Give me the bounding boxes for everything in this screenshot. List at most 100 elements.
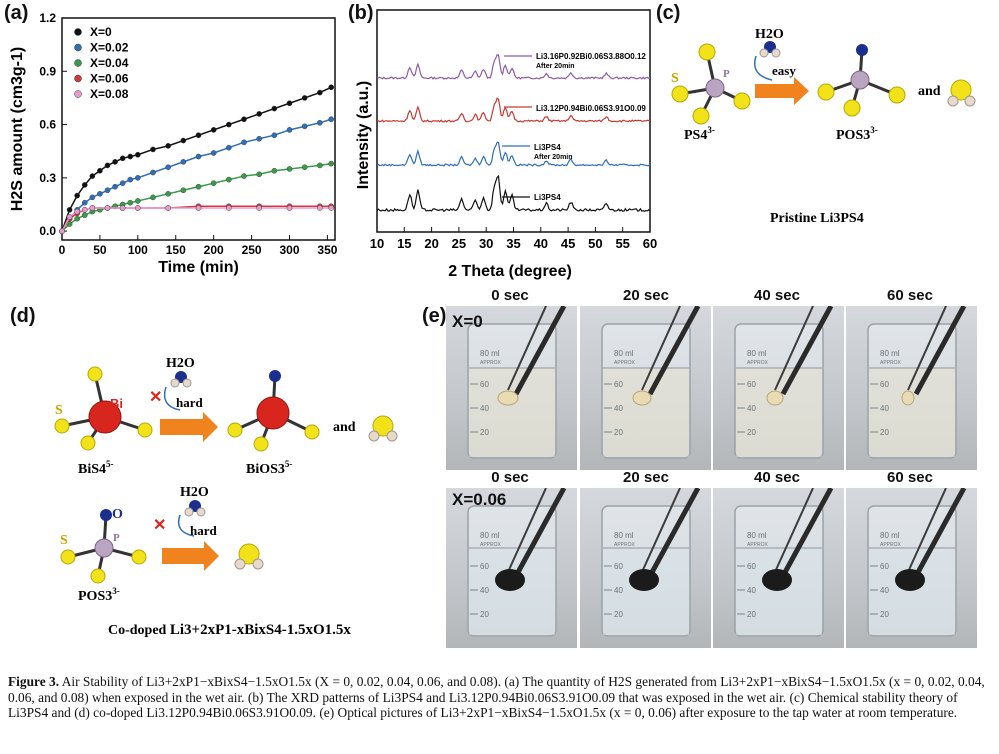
data-point-a-0-19 — [271, 105, 278, 112]
water-label-d-bottom: H2O — [180, 485, 209, 500]
cross-mark-top: ✕ — [149, 389, 162, 406]
curved-arrow-c — [754, 55, 773, 81]
data-point-a-1-16 — [226, 144, 232, 151]
data-point-a-2-17 — [241, 173, 247, 179]
grad-label-2: 20 — [480, 428, 489, 437]
data-point-a-1-15 — [210, 150, 217, 156]
data-point-a-1-13 — [180, 159, 187, 165]
xrd-pattern-1 — [376, 97, 651, 123]
beaker-drawing: 80 ml APPROX 60 40 20 — [601, 488, 701, 637]
tweezers-arm — [507, 488, 547, 573]
tweezers — [780, 306, 834, 396]
s-atom-label-d-bottom: S — [60, 533, 68, 548]
x-tick-label-b-8: 50 — [588, 236, 602, 251]
time-label-r1-1: 20 sec — [623, 287, 669, 304]
data-point-a-1-12 — [165, 164, 171, 170]
x-tick-label-a-7: 350 — [317, 243, 337, 257]
beaker-volume-text: 80 ml — [480, 531, 500, 540]
s-atom-label-c: S — [671, 71, 679, 86]
data-point-a-0-4 — [89, 173, 96, 179]
beaker-approx-text: APPROX — [880, 542, 902, 548]
panel-b-label-s1: Li3.16P0.92Bi0.06S3.88O0.12 — [536, 52, 646, 61]
panel-b-ylabel: Intensity (a.u.) — [355, 81, 372, 189]
data-point-a-0-20 — [286, 100, 293, 107]
data-point-a-2-14 — [195, 183, 202, 190]
bios3-molecule — [227, 370, 320, 452]
beaker-volume-text: 80 ml — [747, 531, 767, 540]
data-point-a-1-23 — [328, 116, 335, 123]
x-tick-label-b-2: 20 — [424, 236, 438, 251]
data-point-a-2-18 — [256, 171, 262, 178]
legend-marker-a-3 — [74, 74, 82, 83]
beaker-volume-text: 80 ml — [880, 531, 900, 540]
pellet — [901, 390, 915, 406]
water-label-d-top: H2O — [166, 356, 195, 371]
data-point-a-2-12 — [165, 191, 171, 197]
pos3-label-d: POS33- — [78, 586, 120, 604]
panel-b-label-s3: Li3PS4 — [534, 143, 561, 152]
beaker-drawing: 80 ml APPROX 60 40 20 — [467, 306, 567, 459]
grad-label-0: 60 — [614, 562, 623, 571]
data-point-a-1-4 — [89, 194, 96, 201]
bios3-label: BiOS35- — [246, 459, 292, 477]
tweezers-arm — [774, 306, 814, 391]
s-atom-label-d: S — [55, 403, 63, 418]
legend-marker-a-2 — [74, 59, 82, 67]
h2s-molecule-d-top — [368, 415, 398, 442]
data-point-a-2-11 — [150, 194, 156, 201]
tweezers — [647, 306, 701, 396]
grad-label-2: 20 — [614, 610, 623, 619]
grad-label-2: 20 — [747, 610, 756, 619]
data-point-a-2-15 — [210, 180, 217, 186]
beaker-photo-r2-c2: 80 ml APPROX 60 40 20 — [580, 488, 711, 648]
panel-a-chart: 0 50 100 150 200 250 300 350 0.0 0.3 0.6 0.9 1.2 Time… — [9, 11, 338, 276]
grad-label-2: 20 — [880, 428, 889, 437]
panel-e-letter: (e) — [422, 305, 447, 327]
legend-label-a-3: X=0.06 — [90, 72, 129, 86]
legend-marker-a-4 — [74, 90, 82, 98]
panel-b-note-s1: After 20min — [536, 63, 575, 70]
easy-label: easy — [772, 63, 796, 78]
panel-c-letter: (c) — [656, 2, 681, 24]
data-point-a-1-22 — [317, 119, 323, 126]
time-label-r1-2: 40 sec — [754, 287, 800, 304]
time-label-r2-2: 40 sec — [754, 469, 800, 486]
data-point-a-1-20 — [286, 127, 293, 133]
beaker-photo-r2-c4: 80 ml APPROX 60 40 20 — [846, 488, 977, 648]
panel-a-letter: (a) — [4, 2, 29, 24]
grad-label-2: 20 — [614, 428, 623, 437]
data-point-a-4-5 — [104, 205, 111, 211]
grad-label-1: 40 — [880, 586, 889, 595]
legend-label-a-4: X=0.08 — [90, 87, 129, 101]
cross-mark-bottom: ✕ — [153, 517, 166, 534]
tweezers — [780, 488, 834, 578]
water-molecule-d-bottom — [184, 500, 206, 517]
ps4-label: PS43- — [684, 125, 715, 143]
beaker-drawing: 80 ml APPROX 60 40 20 — [734, 488, 834, 637]
and-label-d: and — [333, 420, 356, 435]
data-point-a-4-14 — [328, 205, 335, 211]
legend-marker-a-1 — [74, 43, 82, 52]
and-label-c: and — [918, 84, 941, 99]
data-point-a-2-20 — [286, 166, 293, 172]
data-point-a-4-0 — [59, 228, 65, 234]
h2s-molecule-d-bottom — [234, 543, 264, 570]
curved-arrow-d-top — [163, 386, 181, 411]
data-point-a-2-21 — [301, 164, 308, 170]
grad-label-0: 60 — [747, 562, 756, 571]
beaker-volume-text: 80 ml — [480, 349, 500, 358]
data-point-a-2-3 — [81, 212, 88, 218]
legend-label-a-1: X=0.02 — [90, 41, 129, 55]
x-tick-label-a-3: 150 — [166, 243, 186, 257]
data-point-a-0-22 — [317, 89, 323, 96]
x-tick-label-b-10: 60 — [643, 236, 657, 251]
panel-b-chart: 10 15 20 25 30 35 40 45 50 55 60 Intensity (a.u.) … — [355, 9, 657, 280]
data-point-a-0-14 — [195, 132, 202, 139]
o-atom-label: O — [112, 507, 123, 522]
data-point-a-4-3 — [81, 207, 88, 213]
data-point-a-1-10 — [135, 175, 141, 181]
water-label-c: H2O — [755, 27, 784, 42]
tweezers-arm — [641, 306, 681, 391]
panel-a-ylabel: H2S amount (cm3g-1) — [9, 47, 26, 211]
data-point-a-0-12 — [165, 143, 171, 149]
